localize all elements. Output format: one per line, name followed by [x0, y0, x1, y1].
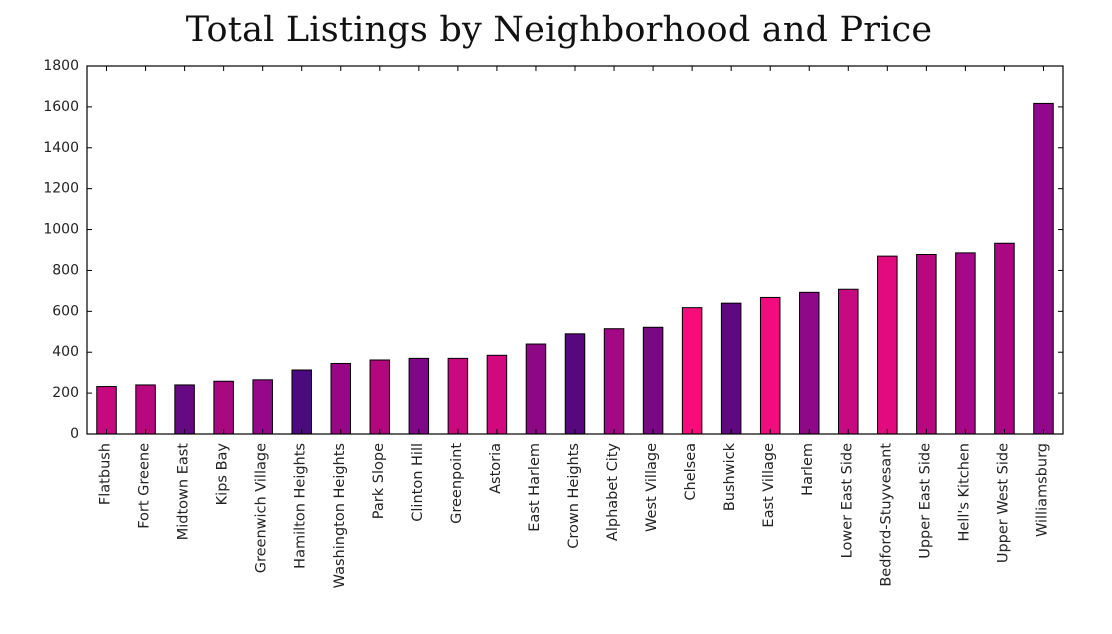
- x-axis-ticks: Flatbush Fort Greene Midtown East Kips Bay G…: [98, 66, 1050, 588]
- bar-williamsburg: [1033, 102, 1054, 435]
- bar-east-harlem: [525, 343, 547, 435]
- x-tick-label: Bedford-Stuyvesant: [878, 443, 894, 587]
- y-tick-label: 1200: [43, 181, 79, 197]
- bar-astoria: [486, 354, 508, 435]
- x-tick-label: Astoria: [488, 443, 504, 494]
- bar-greenwich-village: [252, 379, 273, 435]
- y-tick-label: 1800: [43, 58, 79, 74]
- x-tick-label: Flatbush: [98, 443, 114, 505]
- x-tick-label: Chelsea: [683, 443, 699, 501]
- x-tick-label: Williamsburg: [1034, 443, 1050, 537]
- bars-group: [96, 102, 1054, 435]
- y-tick-label: 1400: [43, 140, 79, 156]
- x-tick-label: Hell's Kitchen: [956, 443, 972, 542]
- bar-bedford-stuyvesant: [877, 255, 898, 435]
- y-tick-label: 1000: [43, 222, 79, 238]
- bar-clinton-hill: [408, 357, 430, 435]
- x-tick-label: Midtown East: [176, 443, 192, 541]
- bar-upper-west-side: [994, 242, 1015, 435]
- x-tick-label: Alphabet City: [605, 443, 621, 541]
- y-tick-label: 600: [52, 303, 79, 319]
- x-tick-label: Lower East Side: [839, 443, 855, 558]
- bar-crown-heights: [564, 333, 586, 435]
- bar-hell-s-kitchen: [955, 252, 976, 435]
- bar-chelsea: [681, 307, 703, 435]
- bar-lower-east-side: [838, 288, 859, 435]
- x-tick-label: Greenpoint: [449, 443, 465, 524]
- y-axis-ticks: 0 200 400 600 800 1000 1200 1400 1600 1800: [43, 58, 1063, 442]
- x-tick-label: Washington Heights: [332, 443, 348, 588]
- x-tick-label: Kips Bay: [215, 443, 231, 506]
- x-tick-label: West Village: [644, 443, 660, 532]
- bar-greenpoint: [447, 357, 469, 435]
- bar-harlem: [798, 291, 820, 435]
- bar-bushwick: [720, 302, 742, 435]
- x-tick-label: Clinton Hill: [410, 443, 426, 522]
- x-tick-label: East Village: [761, 443, 777, 528]
- x-tick-label: Fort Greene: [137, 443, 153, 529]
- x-tick-label: Park Slope: [371, 443, 387, 519]
- y-tick-label: 0: [70, 426, 79, 442]
- bar-flatbush: [96, 386, 117, 435]
- x-tick-label: Crown Heights: [566, 443, 582, 549]
- bar-west-village: [642, 326, 664, 435]
- bar-upper-east-side: [916, 254, 937, 435]
- y-tick-label: 200: [52, 385, 79, 401]
- x-tick-label: Harlem: [800, 443, 816, 496]
- bar-kips-bay: [213, 380, 234, 435]
- y-tick-label: 400: [52, 344, 79, 360]
- bar-washington-heights: [330, 362, 352, 435]
- x-tick-label: East Harlem: [527, 443, 543, 532]
- bar-east-village: [759, 296, 781, 435]
- bar-alphabet-city: [603, 328, 625, 435]
- x-tick-label: Hamilton Heights: [293, 443, 309, 569]
- y-tick-label: 800: [52, 262, 79, 278]
- chart-title: Total Listings by Neighborhood and Price: [185, 10, 933, 50]
- y-tick-label: 1600: [43, 99, 79, 115]
- x-tick-label: Bushwick: [722, 442, 738, 511]
- bar-hamilton-heights: [291, 369, 312, 435]
- x-tick-label: Greenwich Village: [254, 443, 270, 573]
- bar-midtown-east: [174, 384, 195, 435]
- x-tick-label: Upper West Side: [995, 443, 1011, 563]
- bar-park-slope: [369, 359, 391, 435]
- x-tick-label: Upper East Side: [917, 443, 933, 559]
- bar-fort-greene: [135, 384, 156, 435]
